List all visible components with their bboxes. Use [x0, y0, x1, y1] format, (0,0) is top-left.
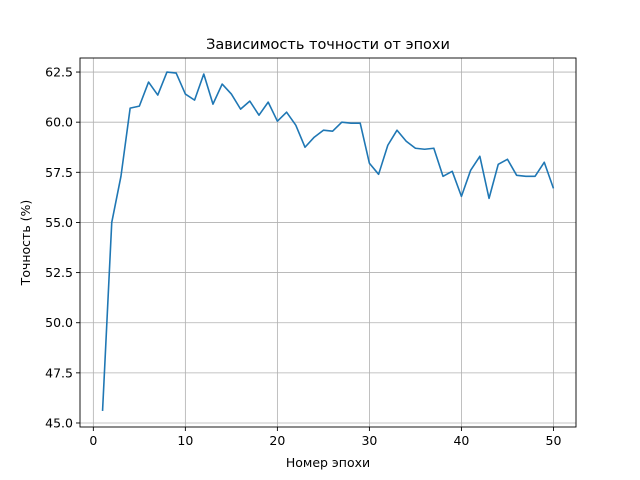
x-tick-label: 40 [453, 433, 469, 448]
chart-title: Зависимость точности от эпохи [206, 37, 450, 53]
x-tick-label: 50 [546, 433, 562, 448]
y-axis-label: Точность (%) [18, 200, 33, 287]
x-tick-label: 30 [361, 433, 377, 448]
y-tick-label: 57.5 [45, 165, 73, 180]
y-tick-label: 47.5 [45, 365, 73, 380]
y-tick-label: 60.0 [45, 115, 73, 130]
x-tick-label: 20 [269, 433, 285, 448]
x-tick-label: 0 [89, 433, 97, 448]
x-tick-label: 10 [177, 433, 193, 448]
y-tick-label: 45.0 [45, 415, 73, 430]
y-tick-label: 50.0 [45, 315, 73, 330]
y-tick-label: 62.5 [45, 65, 73, 80]
y-tick-label: 55.0 [45, 215, 73, 230]
x-axis-label: Номер эпохи [286, 455, 370, 470]
y-tick-label: 52.5 [45, 265, 73, 280]
